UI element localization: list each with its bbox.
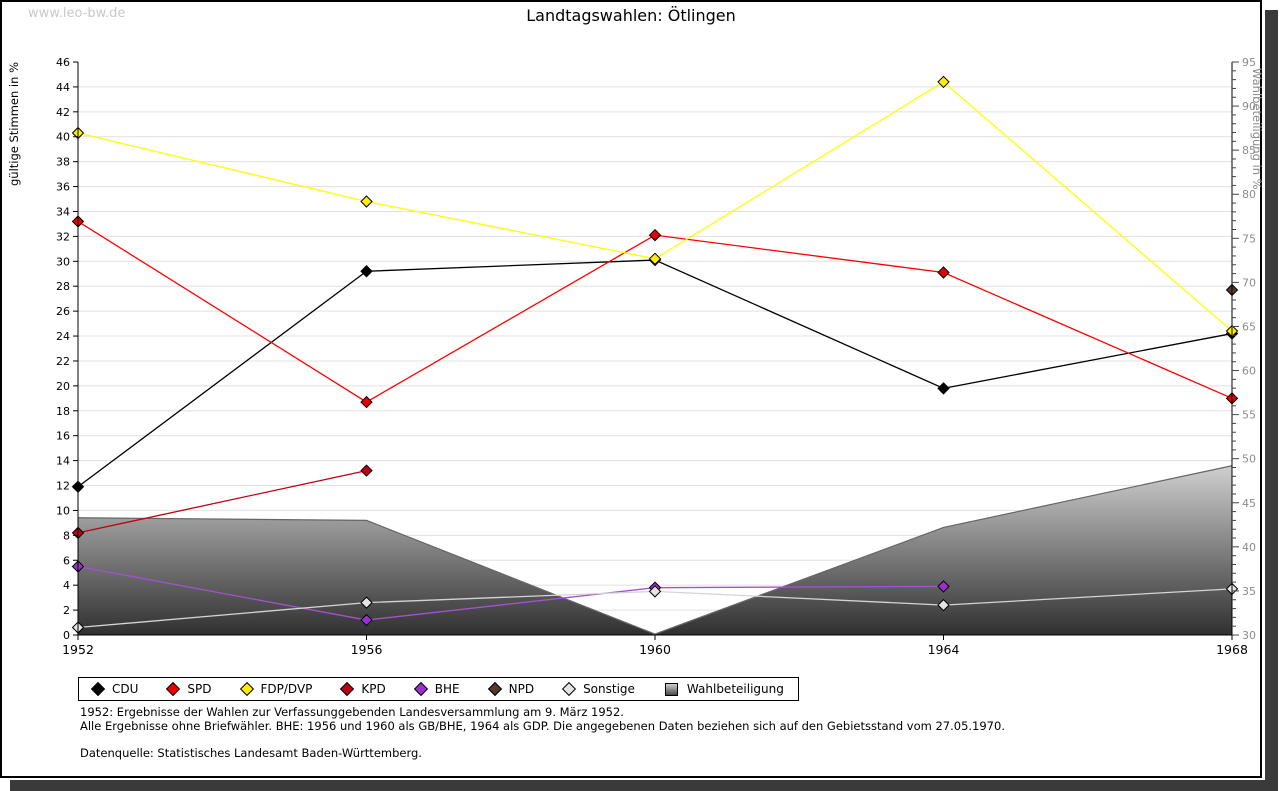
- area-wahlbeteiligung: [77, 465, 1233, 635]
- series-diamond-icon: [90, 681, 106, 697]
- legend-label: Sonstige: [583, 682, 635, 696]
- svg-text:40: 40: [1242, 541, 1256, 554]
- gridlines: [78, 86, 1232, 611]
- svg-text:1952: 1952: [62, 642, 94, 657]
- svg-text:12: 12: [56, 480, 70, 493]
- legend-label: SPD: [187, 682, 212, 696]
- axis-left: 0246810121416182022242628303234363840424…: [56, 56, 78, 642]
- svg-text:34: 34: [56, 205, 70, 218]
- svg-text:2: 2: [63, 604, 70, 617]
- svg-text:22: 22: [56, 355, 70, 368]
- svg-text:28: 28: [56, 280, 70, 293]
- svg-text:55: 55: [1242, 409, 1256, 422]
- footer-notes: 1952: Ergebnisse der Wahlen zur Verfassu…: [80, 705, 1005, 761]
- svg-text:0: 0: [63, 629, 70, 642]
- footer-note-details: Alle Ergebnisse ohne Briefwähler. BHE: 1…: [80, 718, 1005, 733]
- svg-text:42: 42: [56, 106, 70, 119]
- series-fdp-dvp: [71, 75, 1239, 338]
- right-axis-title: Wahlbeteiligung in %: [1250, 68, 1262, 190]
- page-title: Landtagswahlen: Ötlingen: [526, 6, 736, 25]
- legend-item-sonstige: Sonstige: [561, 681, 635, 697]
- svg-text:14: 14: [56, 455, 70, 468]
- series-cdu: [71, 253, 1239, 493]
- chart-frame: [0, 0, 1262, 778]
- series-diamond-icon: [239, 681, 254, 697]
- svg-text:85: 85: [1242, 144, 1256, 157]
- svg-text:16: 16: [56, 430, 70, 443]
- left-axis-title: gültige Stimmen in %: [7, 62, 21, 186]
- legend-item-spd: SPD: [166, 681, 212, 697]
- legend-item-kpd: KPD: [340, 681, 386, 697]
- frame-shadow-right: [1265, 10, 1278, 791]
- legend-item-cdu: CDU: [90, 681, 139, 697]
- svg-text:70: 70: [1242, 276, 1256, 289]
- series-diamond-icon: [561, 681, 577, 697]
- svg-text:4: 4: [63, 579, 70, 592]
- svg-text:1964: 1964: [928, 642, 960, 657]
- svg-text:30: 30: [1242, 629, 1256, 642]
- svg-text:32: 32: [56, 230, 70, 243]
- svg-text:30: 30: [56, 255, 70, 268]
- legend-item-wahlbeteiligung: Wahlbeteiligung: [664, 682, 784, 696]
- series-diamond-icon: [487, 681, 502, 697]
- election-line-chart: 0246810121416182022242628303234363840424…: [7, 56, 1262, 657]
- svg-text:26: 26: [56, 305, 70, 318]
- svg-text:38: 38: [56, 156, 70, 169]
- svg-text:24: 24: [56, 330, 70, 343]
- svg-text:75: 75: [1242, 232, 1256, 245]
- svg-text:6: 6: [63, 554, 70, 567]
- svg-text:80: 80: [1242, 188, 1256, 201]
- axis-x: 1952 1956 1960 1964 1968: [62, 635, 1248, 657]
- svg-text:65: 65: [1242, 320, 1256, 333]
- legend-item-npd: NPD: [487, 681, 535, 697]
- svg-text:1968: 1968: [1216, 642, 1248, 657]
- frame-shadow-bottom: [10, 780, 1278, 791]
- svg-text:18: 18: [56, 405, 70, 418]
- series-spd: [71, 215, 1239, 409]
- series-diamond-icon: [166, 681, 181, 697]
- series-diamond-icon: [413, 681, 428, 697]
- svg-text:10: 10: [56, 504, 70, 517]
- legend-label: KPD: [361, 682, 386, 696]
- svg-text:95: 95: [1242, 56, 1256, 69]
- wahlbeteiligung-swatch-icon: [664, 682, 678, 696]
- series-diamond-icon: [340, 681, 355, 697]
- svg-text:45: 45: [1242, 497, 1256, 510]
- legend: CDU SPD FDP/DVP KPD BHE NPD Sonstige Wahlbeteil…: [78, 677, 799, 701]
- svg-text:50: 50: [1242, 453, 1256, 466]
- svg-text:90: 90: [1242, 100, 1256, 113]
- svg-text:1960: 1960: [639, 642, 671, 657]
- svg-text:36: 36: [56, 181, 70, 194]
- svg-text:35: 35: [1242, 585, 1256, 598]
- watermark: www.leo-bw.de: [28, 6, 126, 21]
- svg-text:60: 60: [1242, 365, 1256, 378]
- legend-label: NPD: [508, 682, 535, 696]
- legend-label: BHE: [434, 682, 460, 696]
- footer-note-1952: 1952: Ergebnisse der Wahlen zur Verfassu…: [80, 705, 624, 719]
- svg-text:1956: 1956: [351, 642, 383, 657]
- svg-text:8: 8: [63, 529, 70, 542]
- legend-item-fdp-dvp: FDP/DVP: [239, 681, 313, 697]
- axis-right: 30 35 40 45 50 55 60 65 70 75 80 85 90 95: [1232, 56, 1256, 642]
- legend-label: FDP/DVP: [260, 682, 313, 696]
- svg-text:20: 20: [56, 380, 70, 393]
- legend-item-bhe: BHE: [413, 681, 460, 697]
- legend-label: Wahlbeteiligung: [686, 682, 784, 696]
- footer-datasource: Datenquelle: Statistisches Landesamt Bad…: [80, 746, 422, 760]
- svg-text:46: 46: [56, 56, 70, 69]
- svg-text:44: 44: [56, 81, 70, 94]
- legend-label: CDU: [112, 682, 139, 696]
- svg-text:40: 40: [56, 131, 70, 144]
